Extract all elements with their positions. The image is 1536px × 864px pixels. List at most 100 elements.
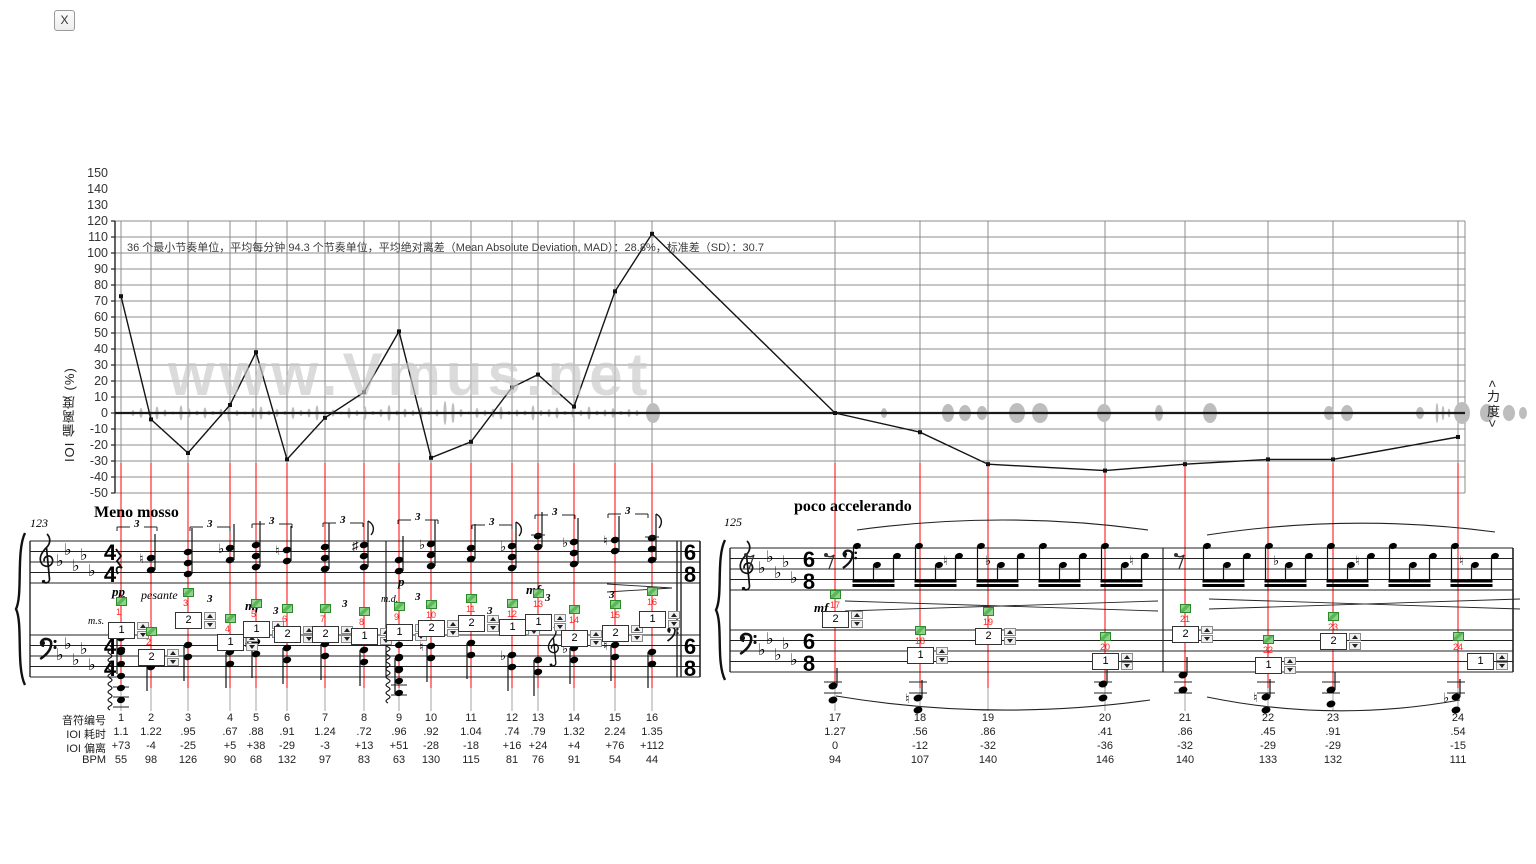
cell-note-number: 10 (424, 712, 438, 724)
beat-spinner-value[interactable]: 1 (499, 619, 526, 636)
cell-ioi-duration: 1.35 (641, 726, 663, 738)
beat-spinner-value[interactable]: 1 (907, 647, 934, 664)
spinner-up-button[interactable] (487, 615, 499, 623)
spinner-up-button[interactable] (668, 611, 680, 619)
beat-spinner-value[interactable]: 2 (822, 611, 849, 628)
beat-spinner-value[interactable]: 2 (175, 612, 202, 629)
beat-spinner-value[interactable]: 2 (312, 626, 339, 643)
spinner-down-button[interactable] (204, 621, 216, 629)
beat-spinner: 2 (138, 649, 179, 666)
beat-spinner-value[interactable]: 1 (1255, 657, 1282, 674)
note-marker[interactable] (282, 604, 293, 613)
note-marker[interactable] (466, 594, 477, 603)
spinner-up-button[interactable] (137, 622, 149, 630)
cell-bpm: 90 (223, 754, 237, 766)
note-marker[interactable] (1100, 632, 1111, 641)
note-marker[interactable] (647, 587, 658, 596)
spinner-down-button[interactable] (167, 658, 179, 666)
spinner-down-button[interactable] (1284, 666, 1296, 674)
beat-spinner-value[interactable]: 1 (108, 622, 135, 639)
beat-spinner-value[interactable]: 2 (561, 630, 588, 647)
spinner-up-button[interactable] (204, 612, 216, 620)
note-marker[interactable] (1263, 635, 1274, 644)
note-marker[interactable] (394, 602, 405, 611)
note-marker[interactable] (1328, 612, 1339, 621)
note-marker[interactable] (507, 599, 518, 608)
beat-spinner-value[interactable]: 2 (1172, 626, 1199, 643)
spinner-down-button[interactable] (631, 634, 643, 642)
note-marker[interactable] (320, 604, 331, 613)
beat-spinner-value[interactable]: 1 (386, 624, 413, 641)
beat-spinner-value[interactable]: 2 (602, 625, 629, 642)
note-marker[interactable] (183, 588, 194, 597)
note-marker[interactable] (225, 614, 236, 623)
beat-spinner: 1 (1255, 657, 1296, 674)
note-marker[interactable] (915, 626, 926, 635)
note-marker[interactable] (426, 600, 437, 609)
spinner-down-button[interactable] (1121, 662, 1133, 670)
beat-spinner-value[interactable]: 1 (525, 614, 552, 631)
note-marker[interactable] (359, 607, 370, 616)
cell-ioi-deviation: -3 (320, 740, 330, 752)
spinner-up-button[interactable] (851, 611, 863, 619)
spinner-up-button[interactable] (1201, 626, 1213, 634)
note-marker[interactable] (569, 605, 580, 614)
spinner-down-button[interactable] (936, 656, 948, 664)
spinner-up-button[interactable] (631, 625, 643, 633)
triplet-mark: 3 (487, 605, 493, 617)
spinner-down-button[interactable] (1201, 635, 1213, 643)
spinner-up-button[interactable] (1121, 653, 1133, 661)
note-marker[interactable] (533, 589, 544, 598)
cell-note-number: 5 (252, 712, 260, 724)
note-marker[interactable] (146, 627, 157, 636)
y-tick-label: 60 (94, 310, 108, 324)
spinner-down-button[interactable] (1349, 642, 1361, 650)
note-marker[interactable] (251, 599, 262, 608)
note-marker[interactable] (116, 597, 127, 606)
tempo-marking-2: poco accelerando (794, 498, 912, 515)
cell-bpm: 146 (1095, 754, 1115, 766)
spinner-up-button[interactable] (1496, 653, 1508, 661)
beat-spinner-value[interactable]: 1 (1092, 653, 1119, 670)
spinner-down-button[interactable] (590, 639, 602, 647)
spinner-down-button[interactable] (554, 623, 566, 631)
note-marker[interactable] (1180, 604, 1191, 613)
beat-spinner-value[interactable]: 2 (458, 615, 485, 632)
beat-spinner: 2 (1320, 633, 1361, 650)
beat-spinner-value[interactable]: 1 (639, 611, 666, 628)
spinner-down-button[interactable] (668, 620, 680, 628)
beat-spinner-value[interactable]: 2 (975, 628, 1002, 645)
beat-spinner-value[interactable]: 2 (274, 626, 301, 643)
note-marker[interactable] (1453, 632, 1464, 641)
beat-spinner-value[interactable]: 2 (1320, 633, 1347, 650)
spinner-down-button[interactable] (1004, 637, 1016, 645)
cell-ioi-duration: .45 (1260, 726, 1276, 738)
beat-spinner-value[interactable]: 1 (351, 628, 378, 645)
spinner-up-button[interactable] (590, 630, 602, 638)
spinner-up-button[interactable] (1349, 633, 1361, 641)
note-marker[interactable] (830, 590, 841, 599)
cell-note-number: 13 (531, 712, 545, 724)
spinner-up-button[interactable] (554, 614, 566, 622)
spinner-up-button[interactable] (1284, 657, 1296, 665)
spinner-down-button[interactable] (1496, 662, 1508, 670)
spinner-down-button[interactable] (487, 624, 499, 632)
beat-spinner-value[interactable]: 1 (217, 634, 244, 651)
spinner-up-button[interactable] (167, 649, 179, 657)
beat-spinner-value[interactable]: 2 (138, 649, 165, 666)
spinner-up-button[interactable] (936, 647, 948, 655)
spinner-down-button[interactable] (851, 620, 863, 628)
spinner-down-button[interactable] (447, 629, 459, 637)
spinner-up-button[interactable] (1004, 628, 1016, 636)
svg-text:6: 6 (684, 540, 696, 565)
tempo-marking-1: Meno mosso (94, 504, 179, 521)
cell-note-number: 8 (360, 712, 368, 724)
beat-spinner-value[interactable]: 1 (1467, 653, 1494, 670)
beat-spinner-value[interactable]: 2 (418, 620, 445, 637)
beat-spinner-value[interactable]: 1 (243, 621, 270, 638)
close-button[interactable]: X (54, 10, 75, 31)
svg-text:♭: ♭ (985, 553, 991, 568)
spinner-down-button[interactable] (246, 643, 258, 651)
note-marker[interactable] (983, 607, 994, 616)
note-marker[interactable] (610, 600, 621, 609)
